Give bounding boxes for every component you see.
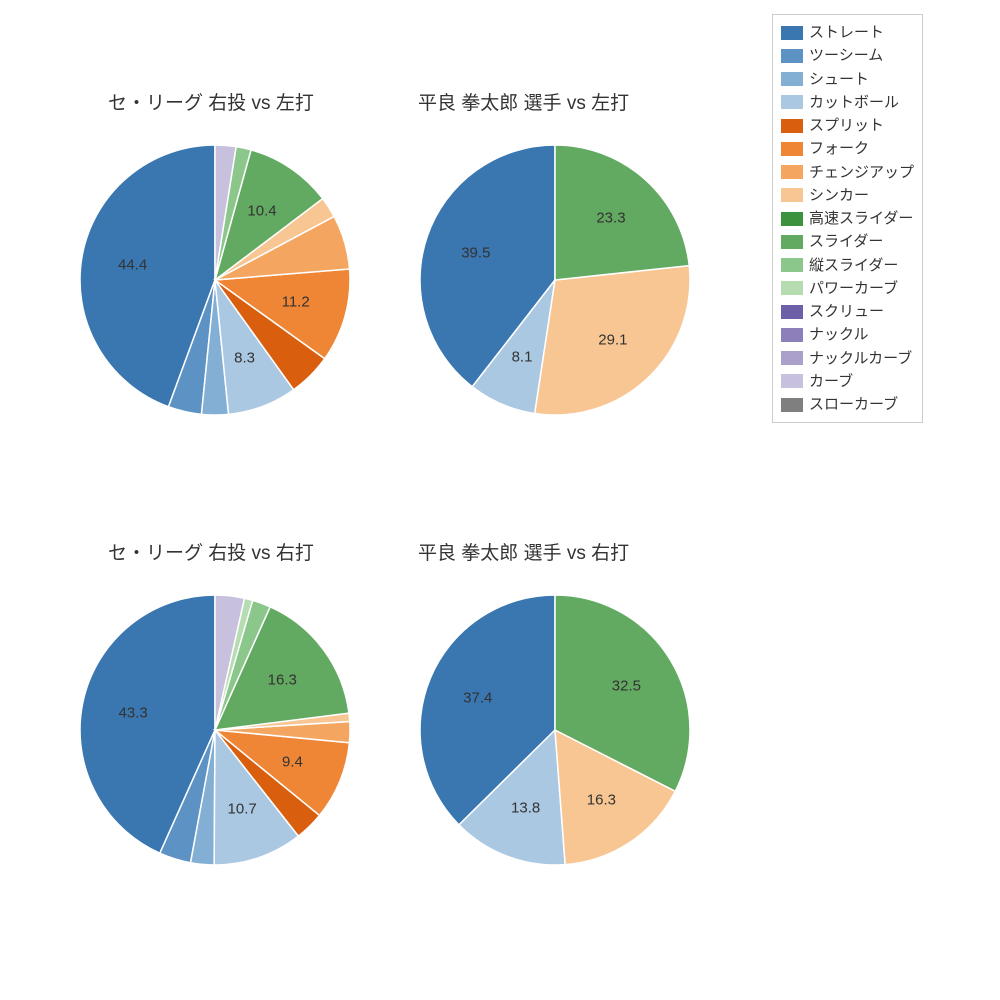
legend-swatch — [781, 95, 803, 109]
legend-label: フォーク — [809, 137, 869, 160]
legend-swatch — [781, 258, 803, 272]
pie-slice-label: 44.4 — [118, 257, 147, 274]
legend-swatch — [781, 72, 803, 86]
legend-item: シンカー — [781, 184, 914, 207]
pie-chart — [78, 593, 352, 867]
legend-label: スプリット — [809, 114, 884, 137]
legend-swatch — [781, 119, 803, 133]
pie-slice-label: 23.3 — [596, 209, 625, 226]
legend-swatch — [781, 235, 803, 249]
pie-slice-label: 11.2 — [282, 294, 310, 311]
legend-label: スクリュー — [809, 300, 884, 323]
legend-item: パワーカーブ — [781, 277, 914, 300]
legend-item: ストレート — [781, 21, 914, 44]
pie-chart — [418, 593, 692, 867]
legend-swatch — [781, 351, 803, 365]
chart-title: セ・リーグ 右投 vs 左打 — [108, 88, 314, 115]
legend-label: チェンジアップ — [809, 161, 914, 184]
legend-item: フォーク — [781, 137, 914, 160]
pie-slice-label: 9.4 — [282, 753, 303, 770]
pie-slice-label: 32.5 — [612, 678, 641, 695]
legend-item: スローカーブ — [781, 393, 914, 416]
legend-swatch — [781, 374, 803, 388]
legend-swatch — [781, 49, 803, 63]
legend-item: ナックルカーブ — [781, 347, 914, 370]
legend-item: スライダー — [781, 230, 914, 253]
legend-item: カットボール — [781, 91, 914, 114]
legend-item: チェンジアップ — [781, 161, 914, 184]
legend-swatch — [781, 281, 803, 295]
legend-label: スライダー — [809, 230, 883, 253]
legend-swatch — [781, 26, 803, 40]
legend-label: パワーカーブ — [809, 277, 898, 300]
legend-label: ツーシーム — [809, 44, 883, 67]
legend-swatch — [781, 165, 803, 179]
pie-slice-label: 8.3 — [234, 350, 255, 367]
legend-label: スローカーブ — [809, 393, 898, 416]
legend-item: 高速スライダー — [781, 207, 914, 230]
legend-item: ナックル — [781, 323, 914, 346]
legend-item: カーブ — [781, 370, 914, 393]
legend-label: 高速スライダー — [809, 207, 913, 230]
legend-label: 縦スライダー — [809, 254, 898, 277]
legend-swatch — [781, 305, 803, 319]
pie-chart — [78, 143, 352, 417]
pie-slice-label: 8.1 — [512, 348, 533, 365]
legend-item: 縦スライダー — [781, 254, 914, 277]
pie-slice-label: 13.8 — [511, 800, 540, 817]
legend-item: シュート — [781, 68, 914, 91]
chart-title: セ・リーグ 右投 vs 右打 — [108, 538, 314, 565]
pie-slice-label: 39.5 — [461, 244, 490, 261]
legend-item: スプリット — [781, 114, 914, 137]
legend-label: ストレート — [809, 21, 884, 44]
legend-swatch — [781, 142, 803, 156]
legend-swatch — [781, 188, 803, 202]
legend-label: ナックルカーブ — [809, 347, 912, 370]
pie-slice-label: 10.7 — [228, 801, 257, 818]
legend-label: シュート — [809, 68, 869, 91]
legend-item: スクリュー — [781, 300, 914, 323]
legend-item: ツーシーム — [781, 44, 914, 67]
chart-title: 平良 拳太郎 選手 vs 右打 — [418, 538, 629, 565]
legend-label: カーブ — [809, 370, 853, 393]
pie-chart — [418, 143, 692, 417]
legend-swatch — [781, 398, 803, 412]
pie-slice-label: 29.1 — [598, 332, 627, 349]
legend-label: カットボール — [809, 91, 899, 114]
legend-label: シンカー — [809, 184, 869, 207]
chart-grid: セ・リーグ 右投 vs 左打 44.4 8.3 11.2 10.4 平良 拳太郎 選手 v… — [0, 0, 1000, 1000]
pie-slice-label: 43.3 — [119, 704, 148, 721]
legend: ストレートツーシームシュートカットボールスプリットフォークチェンジアップシンカー… — [772, 14, 923, 423]
pie-slice-label: 10.4 — [247, 202, 276, 219]
chart-title: 平良 拳太郎 選手 vs 左打 — [418, 88, 629, 115]
pie-slice-label: 16.3 — [587, 791, 616, 808]
legend-swatch — [781, 212, 803, 226]
pie-slice-label: 16.3 — [268, 672, 297, 689]
pie-slice-label: 37.4 — [463, 689, 492, 706]
legend-swatch — [781, 328, 803, 342]
legend-label: ナックル — [809, 323, 869, 346]
